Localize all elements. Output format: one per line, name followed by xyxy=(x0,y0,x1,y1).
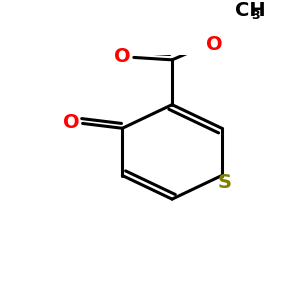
Text: O: O xyxy=(114,47,130,66)
Text: CH: CH xyxy=(236,1,266,20)
Text: O: O xyxy=(62,113,79,132)
Text: 3: 3 xyxy=(252,8,260,22)
Text: O: O xyxy=(206,34,223,54)
Text: S: S xyxy=(218,173,232,192)
